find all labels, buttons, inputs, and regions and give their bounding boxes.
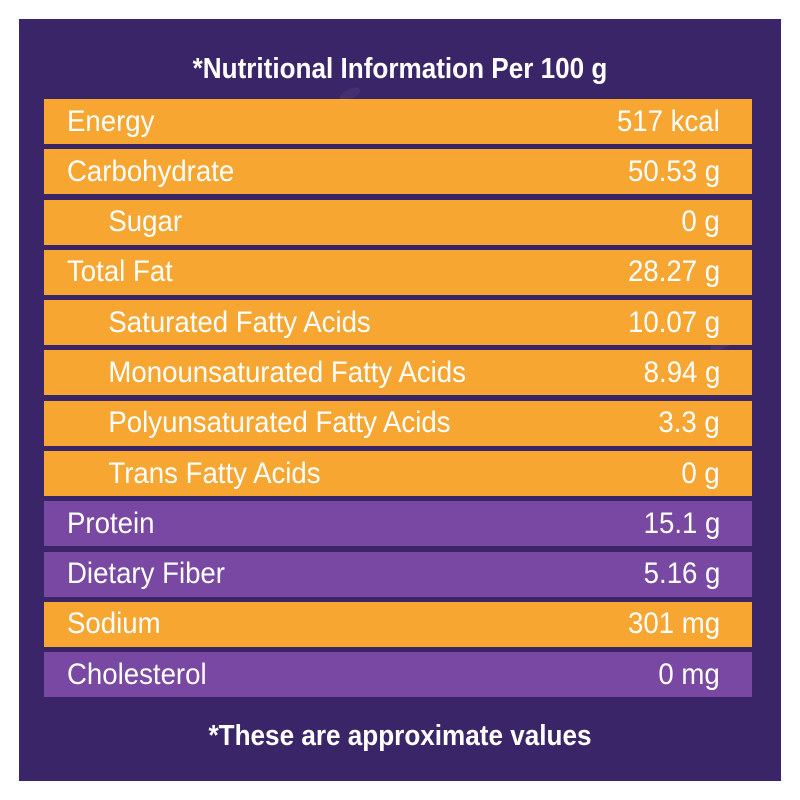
nutrition-table: Energy 517 kcal Carbohydrate 50.53 g Sug… — [44, 99, 752, 703]
row-value: 5.16 g — [643, 557, 720, 591]
row-label: Energy — [67, 104, 155, 138]
row-value: 10.07 g — [627, 305, 720, 339]
row-label: Trans Fatty Acids — [108, 456, 321, 490]
row-value: 8.94 g — [643, 355, 720, 389]
row-carbohydrate: Carbohydrate 50.53 g — [44, 149, 752, 195]
panel-title: *Nutritional Information Per 100 g — [192, 53, 608, 85]
row-value: 0 g — [681, 456, 720, 490]
row-dietary-fiber: Dietary Fiber 5.16 g — [44, 551, 752, 597]
row-cholesterol: Cholesterol 0 mg — [44, 652, 752, 698]
nutrition-panel: *Nutritional Information Per 100 g Energ… — [19, 19, 781, 781]
row-label: Carbohydrate — [67, 154, 235, 188]
row-value: 517 kcal — [617, 104, 720, 138]
row-label: Cholesterol — [67, 657, 207, 691]
row-monounsaturated-fatty-acids: Monounsaturated Fatty Acids 8.94 g — [44, 350, 752, 396]
row-value: 0 g — [681, 205, 720, 239]
row-protein: Protein 15.1 g — [44, 501, 752, 547]
row-label: Dietary Fiber — [67, 557, 225, 591]
row-value: 15.1 g — [643, 506, 720, 540]
row-value: 50.53 g — [627, 154, 720, 188]
row-label: Saturated Fatty Acids — [108, 305, 371, 339]
row-label: Polyunsaturated Fatty Acids — [108, 406, 451, 440]
row-label: Sugar — [108, 205, 183, 239]
row-label: Monounsaturated Fatty Acids — [108, 355, 466, 389]
row-sugar: Sugar 0 g — [44, 199, 752, 245]
row-value: 301 mg — [627, 607, 720, 641]
row-energy: Energy 517 kcal — [44, 99, 752, 144]
row-trans-fatty-acids: Trans Fatty Acids 0 g — [44, 451, 752, 497]
row-value: 0 mg — [658, 657, 720, 691]
row-label: Sodium — [67, 607, 161, 641]
row-total-fat: Total Fat 28.27 g — [44, 249, 752, 295]
row-label: Total Fat — [67, 255, 173, 289]
footnote: *These are approximate values — [208, 720, 592, 752]
row-label: Protein — [67, 506, 155, 540]
row-polyunsaturated-fatty-acids: Polyunsaturated Fatty Acids 3.3 g — [44, 400, 752, 446]
row-value: 3.3 g — [658, 406, 720, 440]
row-sodium: Sodium 301 mg — [44, 601, 752, 647]
row-value: 28.27 g — [627, 255, 720, 289]
row-saturated-fatty-acids: Saturated Fatty Acids 10.07 g — [44, 300, 752, 346]
